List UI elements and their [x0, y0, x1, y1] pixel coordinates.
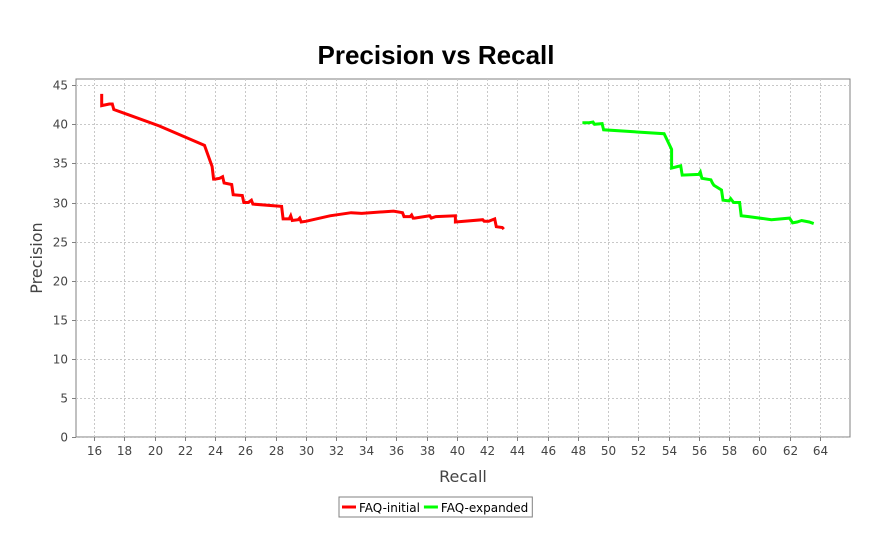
- y-tick-label: 40: [53, 118, 68, 132]
- x-tick-label: 52: [631, 444, 646, 458]
- y-tick-label: 25: [53, 236, 68, 250]
- x-tick-label: 56: [692, 444, 707, 458]
- x-axis-label: Recall: [439, 467, 487, 486]
- x-tick-label: 48: [571, 444, 586, 458]
- x-tick-label: 22: [178, 444, 193, 458]
- legend-label-faq-expanded: FAQ-expanded: [441, 501, 528, 515]
- legend: FAQ-initial FAQ-expanded: [338, 496, 533, 518]
- series-line-faq-initial: [100, 93, 505, 231]
- legend-label-faq-initial: FAQ-initial: [359, 501, 420, 515]
- plot-area: [75, 78, 851, 438]
- x-tick-label: 42: [480, 444, 495, 458]
- x-tick-label: 16: [87, 444, 102, 458]
- x-tick-label: 58: [722, 444, 737, 458]
- x-tick-label: 24: [208, 444, 223, 458]
- x-tick-label: 32: [329, 444, 344, 458]
- x-tick-label: 46: [541, 444, 556, 458]
- x-tick-label: 60: [752, 444, 767, 458]
- x-tick-label: 62: [783, 444, 798, 458]
- y-tick-label: 45: [53, 79, 68, 93]
- y-tick-label: 20: [53, 275, 68, 289]
- x-tick-label: 18: [117, 444, 132, 458]
- x-tick-label: 64: [813, 444, 828, 458]
- x-tick-label: 28: [269, 444, 284, 458]
- y-axis-label: Precision: [27, 222, 46, 293]
- y-tick-label: 15: [53, 314, 68, 328]
- x-tick-label: 30: [299, 444, 314, 458]
- series-line-faq-expanded: [582, 120, 815, 226]
- chart-title: Precision vs Recall: [317, 40, 554, 70]
- x-tick-label: 38: [420, 444, 435, 458]
- y-tick-label: 35: [53, 157, 68, 171]
- y-tick-label: 10: [53, 353, 68, 367]
- y-tick-label: 5: [60, 392, 68, 406]
- y-tick-label: 0: [60, 431, 68, 445]
- x-tick-label: 26: [238, 444, 253, 458]
- x-tick-label: 20: [148, 444, 163, 458]
- x-tick-label: 40: [450, 444, 465, 458]
- x-tick-label: 54: [662, 444, 677, 458]
- x-tick-label: 36: [389, 444, 404, 458]
- y-tick-label: 30: [53, 197, 68, 211]
- x-tick-label: 34: [359, 444, 374, 458]
- x-tick-label: 50: [601, 444, 616, 458]
- x-tick-label: 44: [510, 444, 525, 458]
